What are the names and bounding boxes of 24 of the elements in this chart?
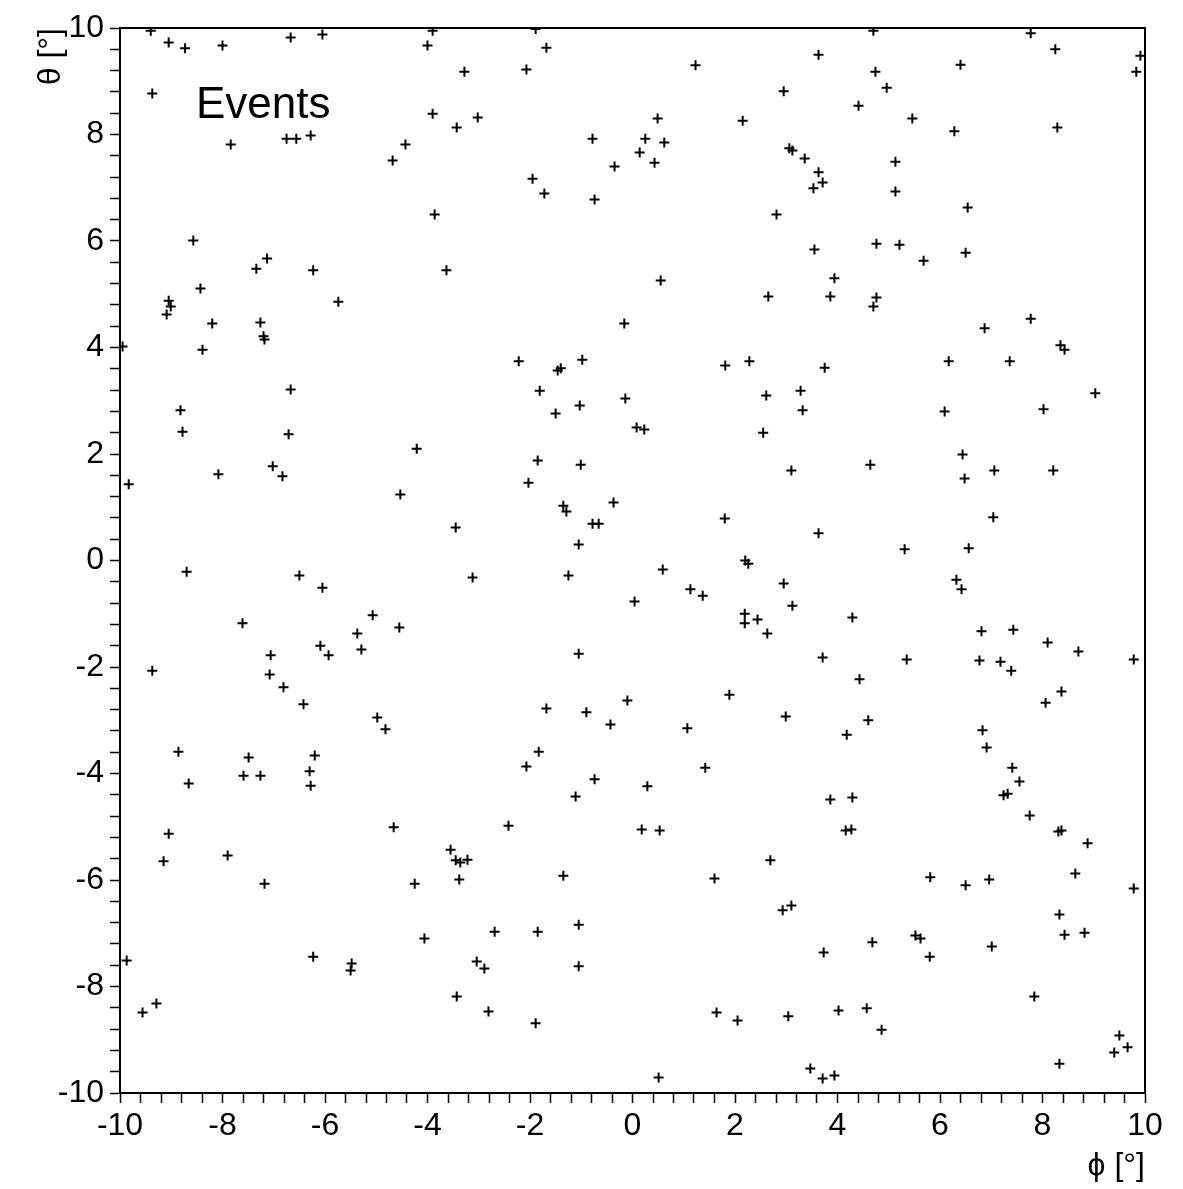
x-tick-label: 4: [828, 1106, 847, 1143]
y-tick-label: -4: [75, 753, 104, 790]
x-tick-label: 10: [1127, 1106, 1163, 1143]
y-tick-label: -2: [75, 646, 104, 683]
y-tick-label: 8: [86, 114, 104, 151]
y-axis-title: θ [°]: [31, 28, 67, 86]
x-tick-label: 2: [726, 1106, 744, 1143]
y-tick-label: -8: [75, 966, 104, 1003]
y-tick-label: 4: [86, 327, 104, 364]
x-tick-label: 8: [1033, 1106, 1052, 1143]
x-tick-label: -6: [310, 1106, 340, 1143]
x-tick-label: -4: [413, 1106, 442, 1143]
y-tick-label: 6: [86, 220, 104, 257]
y-tick-label: 2: [86, 433, 104, 470]
x-tick-label: -8: [208, 1106, 237, 1143]
y-tick-label: 0: [86, 540, 104, 577]
x-tick-label: 0: [623, 1106, 642, 1143]
x-tick-label: -2: [515, 1106, 545, 1143]
text: Events: [196, 78, 331, 127]
y-tick-label: 10: [68, 7, 104, 44]
x-axis-title: ϕ [°]: [1087, 1146, 1145, 1182]
y-tick-label: -6: [75, 859, 104, 896]
x-tick-label: 6: [931, 1106, 949, 1143]
y-tick-label: -10: [57, 1072, 104, 1109]
